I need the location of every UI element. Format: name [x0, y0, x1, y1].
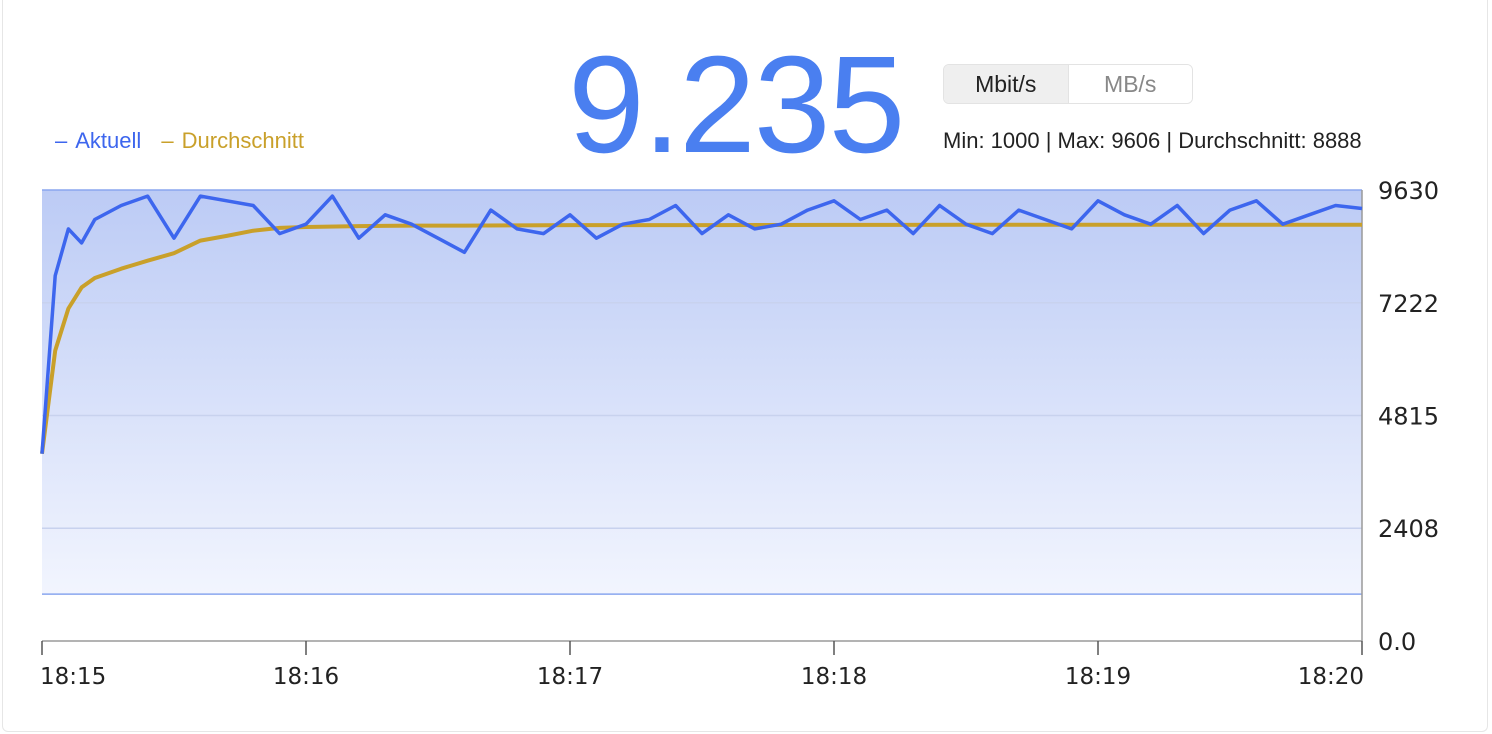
x-tick-label: 18:19	[1065, 664, 1131, 690]
plot-area	[42, 190, 1362, 595]
speed-stats: Min: 1000 | Max: 9606 | Durchschnitt: 88…	[943, 128, 1362, 153]
y-tick-label: 4815	[1378, 403, 1439, 431]
y-tick-label: 9630	[1378, 177, 1439, 205]
current-speed-value: 9.235	[568, 28, 905, 182]
x-tick-label: 18:17	[537, 664, 603, 690]
chart-legend: – Aktuell – Durchschnitt	[55, 128, 318, 154]
unit-toggle[interactable]: Mbit/s MB/s	[943, 64, 1193, 104]
legend-item-aktuell: – Aktuell	[55, 128, 147, 153]
legend-marker-durchschnitt: –	[161, 128, 174, 153]
x-tick-label: 18:15	[40, 664, 106, 690]
legend-label-aktuell: Aktuell	[75, 128, 142, 153]
series-line-aktuell	[40, 194, 1363, 454]
legend-marker-aktuell: –	[55, 128, 68, 153]
unit-mbits-button[interactable]: Mbit/s	[944, 65, 1069, 103]
legend-item-durchschnitt: – Durchschnitt	[161, 128, 304, 153]
x-tick-label: 18:20	[1298, 664, 1364, 690]
y-tick-label: 0.0	[1378, 628, 1416, 656]
y-tick-label: 2408	[1378, 515, 1439, 543]
unit-mbytes-button[interactable]: MB/s	[1068, 65, 1192, 103]
y-tick-label: 7222	[1378, 290, 1439, 318]
x-tick-label: 18:16	[273, 664, 339, 690]
legend-label-durchschnitt: Durchschnitt	[181, 128, 304, 153]
x-tick-label: 18:18	[801, 664, 867, 690]
